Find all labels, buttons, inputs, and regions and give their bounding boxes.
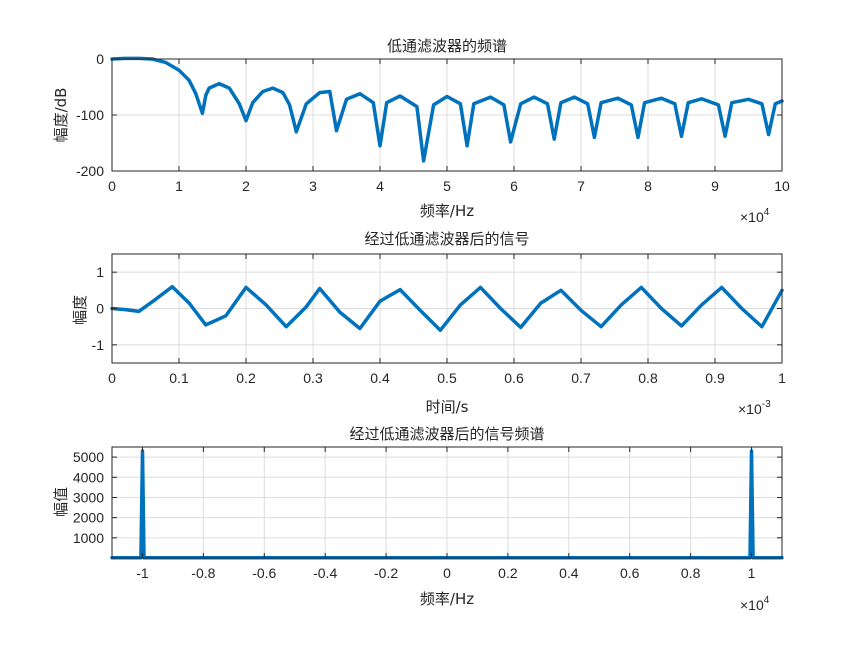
- subplot-2-series-line-0: [110, 284, 784, 333]
- subplot-3-x-tick-label-5: 0: [443, 565, 451, 581]
- subplot-3-x-tick-label-8: 0.6: [620, 565, 640, 581]
- subplot-2-y-tick-label-1: 0: [96, 301, 104, 317]
- subplot-1-x-tick-label-6: 6: [510, 178, 518, 194]
- subplot-1-x-tick-label-1: 1: [175, 178, 183, 194]
- subplot-1-series-line-0: [110, 56, 784, 163]
- subplot-3-ylabel: 幅值: [52, 487, 70, 517]
- subplot-1-y-tick-label-2: -200: [76, 163, 104, 179]
- subplot-3-y-tick-label-4: 5000: [73, 449, 104, 465]
- subplot-2-x-tick-label-4: 0.4: [370, 370, 390, 386]
- subplot-3-x-tick-label-7: 0.4: [559, 565, 579, 581]
- subplot-1-x-exponent: ×104: [740, 207, 770, 225]
- subplot-filter-spectrum: 低通滤波器的频谱 频率/Hz 幅度/dB ×104 0 1 2 3 4 5 6 7 8 9 100-…: [52, 37, 790, 225]
- subplot-1-x-tick-label-7: 7: [577, 178, 585, 194]
- subplot-filtered-spectrum: 经过低通滤波器后的信号频谱 频率/Hz 幅值 ×104 -1 -0.8 -0.6 -0…: [52, 425, 784, 613]
- subplot-2-x-tick-label-9: 0.9: [705, 370, 725, 386]
- subplot-filtered-signal: 经过低通滤波器后的信号 时间/s 幅度 ×10-3 0 0.1 0.2 0.3 0.4 0…: [71, 230, 786, 417]
- subplot-2-x-tick-label-6: 0.6: [504, 370, 524, 386]
- subplot-3-x-exponent: ×104: [740, 595, 770, 613]
- subplot-3-y-tick-label-3: 4000: [73, 469, 104, 485]
- subplot-1-title: 低通滤波器的频谱: [387, 37, 507, 55]
- subplot-1-y-tick-label-0: 0: [96, 51, 104, 67]
- subplot-1-x-tick-label-10: 10: [774, 178, 790, 194]
- subplot-1-x-tick-label-3: 3: [309, 178, 317, 194]
- subplot-3-x-tick-label-9: 0.8: [681, 565, 701, 581]
- subplot-3-x-tick-label-1: -0.8: [191, 565, 215, 581]
- subplot-3-x-tick-label-2: -0.6: [252, 565, 276, 581]
- subplot-1-x-tick-label-9: 9: [711, 178, 719, 194]
- subplot-2-x-tick-label-3: 0.3: [303, 370, 323, 386]
- subplot-1-y-tick-label-1: -100: [76, 107, 104, 123]
- subplot-2-title: 经过低通滤波器后的信号: [364, 230, 529, 248]
- subplot-3-title: 经过低通滤波器后的信号频谱: [349, 425, 544, 443]
- subplot-3-y-tick-label-0: 1000: [73, 530, 104, 546]
- subplot-3-xlabel: 频率/Hz: [420, 590, 474, 608]
- subplot-2-x-tick-label-0: 0: [108, 370, 116, 386]
- subplot-2-x-tick-label-7: 0.7: [571, 370, 591, 386]
- subplot-1-xlabel: 频率/Hz: [420, 202, 474, 220]
- subplot-2-x-tick-label-5: 0.5: [437, 370, 457, 386]
- subplot-3-x-tick-label-3: -0.4: [313, 565, 337, 581]
- subplot-2-x-tick-label-8: 0.8: [638, 370, 658, 386]
- subplot-2-ylabel: 幅度: [71, 295, 89, 325]
- subplot-1-x-tick-label-5: 5: [443, 178, 451, 194]
- subplot-1-x-tick-label-2: 2: [242, 178, 250, 194]
- subplot-2-y-tick-label-0: 1: [96, 264, 104, 280]
- subplot-1-ylabel: 幅度/dB: [52, 88, 70, 143]
- subplot-3-x-tick-label-6: 0.2: [498, 565, 518, 581]
- subplot-3-x-tick-label-4: -0.2: [374, 565, 398, 581]
- subplot-2-y-tick-label-2: -1: [92, 337, 105, 353]
- subplot-3-x-tick-label-0: -1: [136, 565, 149, 581]
- subplot-2-x-tick-label-2: 0.2: [236, 370, 256, 386]
- subplot-2-x-tick-label-10: 1: [778, 370, 786, 386]
- subplot-2-x-tick-label-1: 0.1: [169, 370, 189, 386]
- subplot-3-y-tick-label-2: 3000: [73, 489, 104, 505]
- subplot-2-x-exponent: ×10-3: [738, 399, 771, 417]
- subplot-1-x-tick-label-4: 4: [376, 178, 384, 194]
- subplot-1-x-tick-label-8: 8: [644, 178, 652, 194]
- subplot-2-xlabel: 时间/s: [426, 398, 469, 416]
- subplot-1-x-tick-label-0: 0: [108, 178, 116, 194]
- subplot-3-x-tick-label-10: 1: [748, 565, 756, 581]
- subplot-3-y-tick-label-1: 2000: [73, 510, 104, 526]
